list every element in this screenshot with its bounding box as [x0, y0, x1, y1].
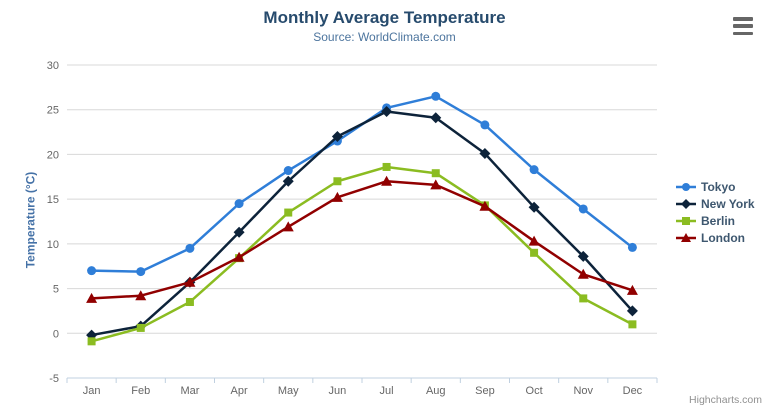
circle-legend-marker-icon: [676, 182, 696, 191]
data-point-circle[interactable]: [185, 243, 195, 253]
y-axis-title: Temperature (°C): [23, 171, 38, 269]
x-axis-label: Sep: [475, 385, 495, 397]
y-axis-label: 10: [47, 239, 59, 251]
data-point-diamond[interactable]: [626, 305, 638, 317]
data-point-circle[interactable]: [431, 91, 441, 101]
data-point-circle[interactable]: [627, 242, 637, 252]
legend-item-new-york[interactable]: New York: [676, 195, 755, 212]
x-axis-label: Nov: [573, 385, 593, 397]
series-new-york[interactable]: [86, 106, 638, 341]
series-line[interactable]: [90, 110, 634, 337]
data-point-circle[interactable]: [480, 120, 490, 130]
series-london[interactable]: [86, 175, 638, 303]
data-point-triangle[interactable]: [331, 191, 343, 202]
legend-item-label: London: [701, 230, 745, 245]
data-point-triangle[interactable]: [626, 284, 638, 295]
data-point-square[interactable]: [579, 294, 588, 303]
legend-item-label: Tokyo: [701, 179, 736, 194]
square-legend-marker-icon: [676, 216, 696, 225]
data-point-triangle[interactable]: [430, 179, 442, 190]
data-point-diamond[interactable]: [331, 131, 343, 143]
series-line[interactable]: [90, 180, 634, 300]
data-point-diamond[interactable]: [577, 250, 589, 262]
y-axis-label: 15: [47, 194, 59, 206]
data-point-triangle[interactable]: [528, 235, 540, 246]
data-point-circle[interactable]: [136, 267, 146, 277]
legend-item-berlin[interactable]: Berlin: [676, 212, 755, 229]
y-axis-label: 25: [47, 105, 59, 117]
y-axis-label: 0: [53, 328, 59, 340]
legend-item-label: New York: [701, 196, 755, 211]
chart-title: Monthly Average Temperature: [263, 8, 506, 27]
x-axis-label: Apr: [231, 385, 248, 397]
data-point-triangle[interactable]: [577, 268, 589, 279]
data-point-triangle[interactable]: [86, 292, 98, 303]
x-axis-label: Oct: [526, 385, 543, 397]
series-line[interactable]: [90, 95, 634, 273]
data-point-diamond[interactable]: [479, 148, 491, 160]
x-axis-label: Aug: [426, 385, 446, 397]
export-menu-button[interactable]: [733, 17, 755, 35]
legend-item-tokyo[interactable]: Tokyo: [676, 178, 755, 195]
chart-subtitle: Source: WorldClimate.com: [313, 30, 456, 44]
data-point-square[interactable]: [628, 320, 637, 329]
x-axis-label: May: [278, 385, 299, 397]
x-axis-label: Jun: [329, 385, 347, 397]
data-point-square[interactable]: [382, 162, 391, 171]
data-point-triangle[interactable]: [233, 251, 245, 262]
data-point-triangle[interactable]: [184, 276, 196, 287]
triangle-legend-marker-icon: [676, 232, 696, 242]
data-point-square[interactable]: [87, 337, 96, 346]
data-point-triangle[interactable]: [282, 221, 294, 232]
data-point-square[interactable]: [333, 177, 342, 186]
data-point-triangle[interactable]: [381, 175, 393, 186]
y-axis-label: 20: [47, 149, 59, 161]
legend: Tokyo New York Berlin London: [676, 178, 755, 246]
data-point-square[interactable]: [530, 248, 539, 257]
series-line[interactable]: [90, 165, 634, 343]
data-point-diamond[interactable]: [282, 175, 294, 187]
hamburger-menu-icon: [733, 24, 753, 28]
data-point-circle[interactable]: [283, 166, 293, 176]
data-point-circle[interactable]: [87, 266, 97, 276]
data-point-triangle[interactable]: [479, 200, 491, 211]
data-point-square[interactable]: [284, 208, 293, 217]
data-point-diamond[interactable]: [233, 226, 245, 238]
x-axis-label: Jul: [380, 385, 394, 397]
series-tokyo[interactable]: [87, 91, 637, 277]
hamburger-menu-icon: [733, 31, 753, 35]
y-axis-label: 30: [47, 60, 59, 72]
data-point-circle[interactable]: [529, 165, 539, 175]
x-axis-label: Feb: [131, 385, 150, 397]
legend-item-label: Berlin: [701, 213, 736, 228]
data-point-diamond[interactable]: [528, 201, 540, 213]
hamburger-menu-icon: [733, 17, 753, 21]
x-axis-label: Mar: [180, 385, 199, 397]
data-point-diamond[interactable]: [381, 106, 393, 118]
data-point-square[interactable]: [431, 169, 440, 178]
data-point-diamond[interactable]: [430, 112, 442, 124]
data-point-triangle[interactable]: [135, 290, 147, 301]
data-point-circle[interactable]: [234, 199, 244, 209]
x-axis-label: Jan: [83, 385, 101, 397]
credits-link[interactable]: Highcharts.com: [689, 394, 762, 406]
diamond-legend-marker-icon: [676, 198, 696, 209]
x-axis-label: Dec: [623, 385, 643, 397]
data-point-square[interactable]: [136, 323, 145, 332]
legend-item-london[interactable]: London: [676, 229, 755, 246]
y-axis-label: 5: [53, 284, 59, 296]
data-point-square[interactable]: [185, 297, 194, 306]
data-point-circle[interactable]: [578, 204, 588, 214]
y-axis-label: -5: [49, 373, 59, 385]
